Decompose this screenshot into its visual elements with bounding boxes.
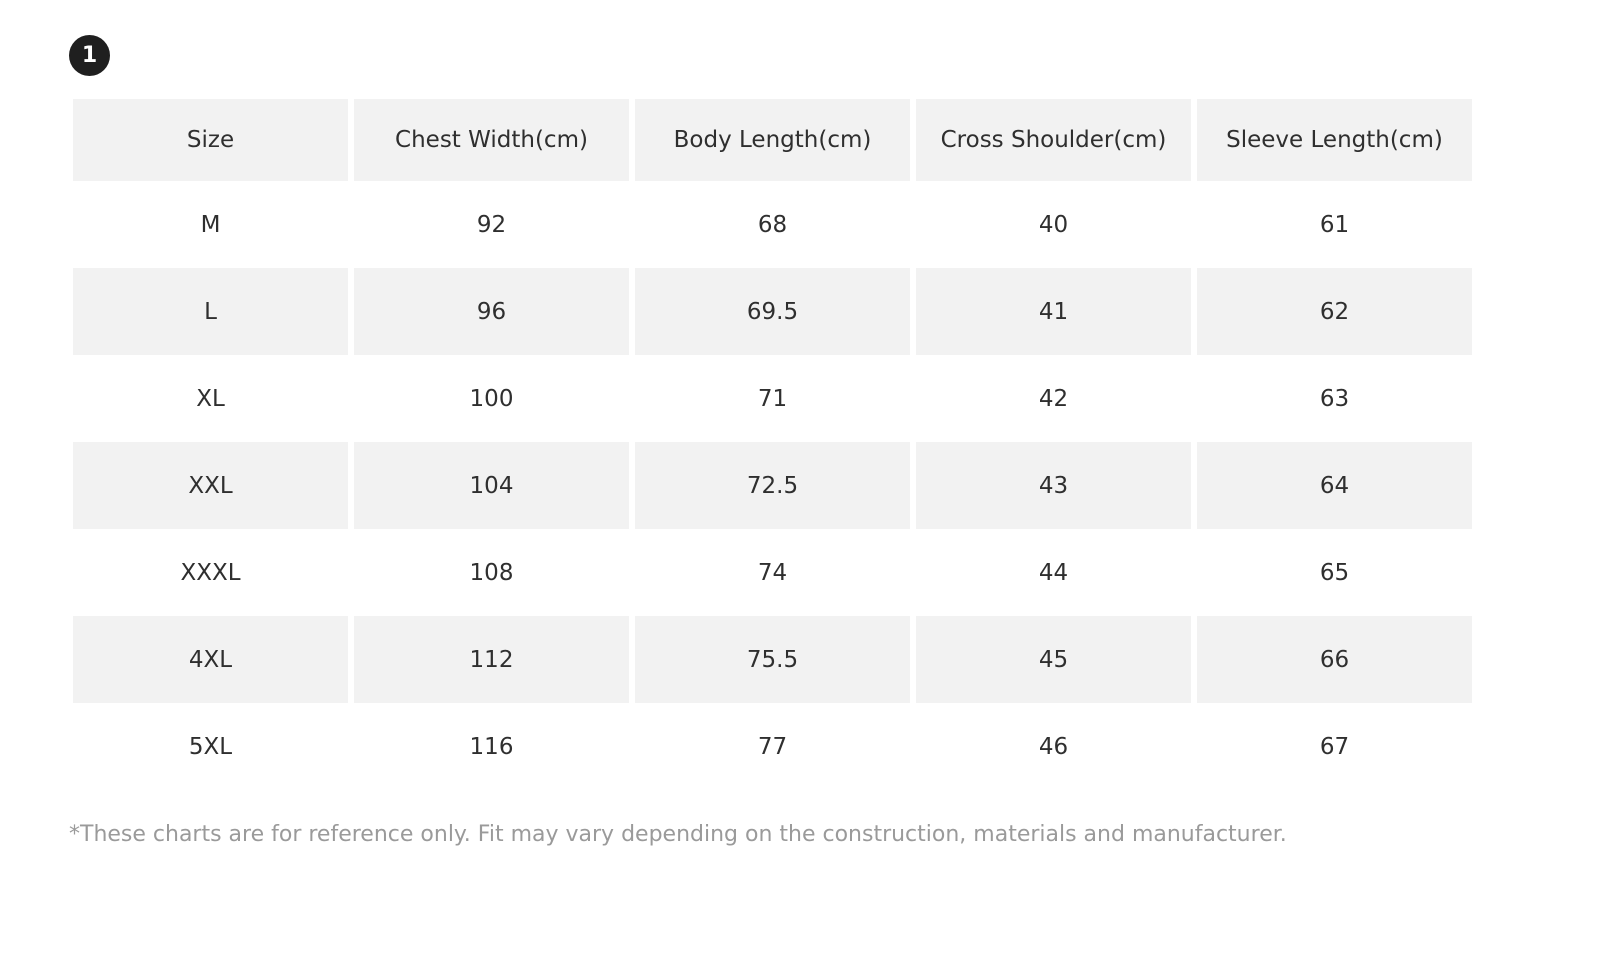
cell-chest-width: 108 — [354, 529, 629, 616]
cell-sleeve-length: 64 — [1197, 442, 1472, 529]
header-size: Size — [73, 99, 348, 181]
table-row: XXL 104 72.5 43 64 — [73, 442, 1472, 529]
cell-size: XXXL — [73, 529, 348, 616]
cell-cross-shoulder: 43 — [916, 442, 1191, 529]
header-body-length: Body Length(cm) — [635, 99, 910, 181]
cell-size: 5XL — [73, 703, 348, 790]
cell-chest-width: 96 — [354, 268, 629, 355]
size-chart-table: Size Chest Width(cm) Body Length(cm) Cro… — [67, 99, 1478, 790]
cell-size: 4XL — [73, 616, 348, 703]
header-sleeve-length: Sleeve Length(cm) — [1197, 99, 1472, 181]
cell-chest-width: 92 — [354, 181, 629, 268]
cell-body-length: 71 — [635, 355, 910, 442]
cell-sleeve-length: 63 — [1197, 355, 1472, 442]
cell-body-length: 69.5 — [635, 268, 910, 355]
cell-sleeve-length: 66 — [1197, 616, 1472, 703]
table-row: M 92 68 40 61 — [73, 181, 1472, 268]
cell-cross-shoulder: 46 — [916, 703, 1191, 790]
table-row: 4XL 112 75.5 45 66 — [73, 616, 1472, 703]
cell-body-length: 72.5 — [635, 442, 910, 529]
cell-chest-width: 112 — [354, 616, 629, 703]
cell-chest-width: 116 — [354, 703, 629, 790]
cell-chest-width: 104 — [354, 442, 629, 529]
table-row: 5XL 116 77 46 67 — [73, 703, 1472, 790]
cell-sleeve-length: 67 — [1197, 703, 1472, 790]
cell-sleeve-length: 61 — [1197, 181, 1472, 268]
cell-size: XL — [73, 355, 348, 442]
cell-sleeve-length: 65 — [1197, 529, 1472, 616]
reference-disclaimer: *These charts are for reference only. Fi… — [69, 822, 1287, 847]
header-cross-shoulder: Cross Shoulder(cm) — [916, 99, 1191, 181]
step-number-badge: 1 — [69, 35, 110, 76]
cell-size: M — [73, 181, 348, 268]
cell-cross-shoulder: 42 — [916, 355, 1191, 442]
cell-size: XXL — [73, 442, 348, 529]
cell-cross-shoulder: 44 — [916, 529, 1191, 616]
cell-body-length: 74 — [635, 529, 910, 616]
cell-chest-width: 100 — [354, 355, 629, 442]
table-row: L 96 69.5 41 62 — [73, 268, 1472, 355]
cell-body-length: 75.5 — [635, 616, 910, 703]
cell-body-length: 68 — [635, 181, 910, 268]
cell-cross-shoulder: 45 — [916, 616, 1191, 703]
table-row: XXXL 108 74 44 65 — [73, 529, 1472, 616]
cell-cross-shoulder: 41 — [916, 268, 1191, 355]
table-row: XL 100 71 42 63 — [73, 355, 1472, 442]
header-chest-width: Chest Width(cm) — [354, 99, 629, 181]
table-header-row: Size Chest Width(cm) Body Length(cm) Cro… — [73, 99, 1472, 181]
cell-sleeve-length: 62 — [1197, 268, 1472, 355]
cell-size: L — [73, 268, 348, 355]
cell-cross-shoulder: 40 — [916, 181, 1191, 268]
cell-body-length: 77 — [635, 703, 910, 790]
